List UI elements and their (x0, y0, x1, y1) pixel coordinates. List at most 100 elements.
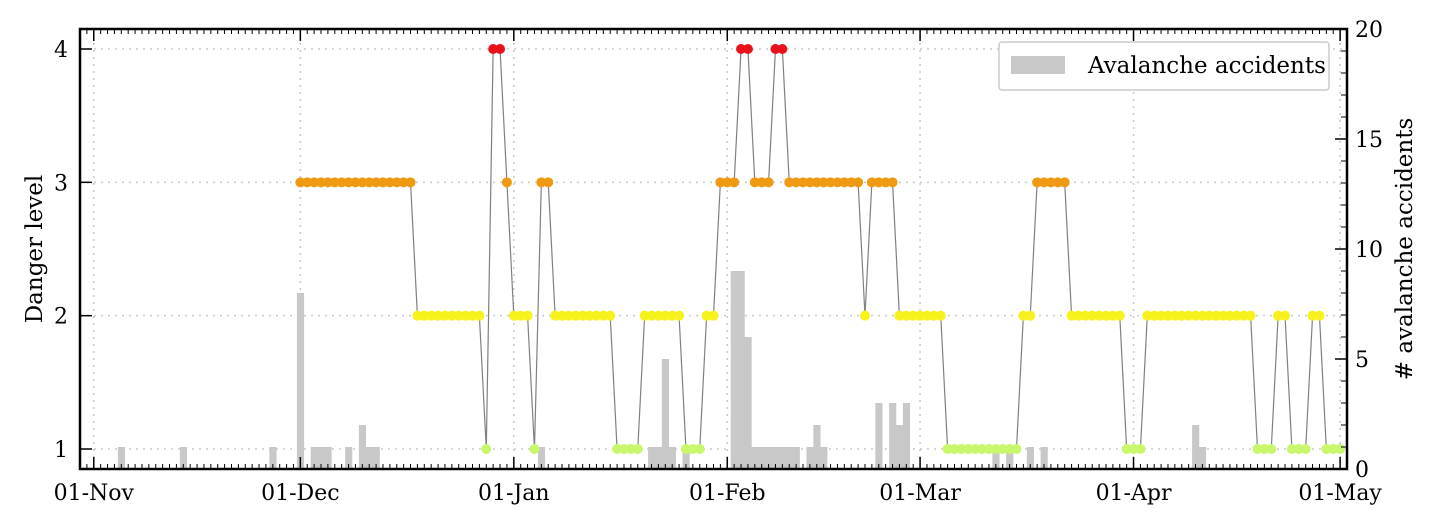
danger-point-34 (529, 444, 540, 454)
accident-bar-3 (296, 293, 305, 469)
danger-point-57 (687, 444, 698, 454)
danger-point-69 (770, 44, 781, 54)
danger-point-30 (501, 177, 512, 188)
y-tick-label-0: 1 (54, 438, 68, 463)
accident-bar-2 (269, 447, 277, 469)
danger-point-111 (1059, 177, 1070, 188)
accident-bar-31 (889, 403, 897, 469)
danger-point-96 (956, 444, 967, 454)
danger-point-115 (1087, 310, 1098, 321)
accident-bar-36 (1026, 447, 1034, 469)
danger-point-90 (915, 310, 926, 321)
danger-point-6 (336, 177, 347, 188)
danger-point-74 (804, 177, 815, 188)
grid-lines (80, 29, 1347, 469)
danger-point-99 (977, 444, 988, 454)
danger-point-100 (983, 444, 994, 454)
danger-point-109 (1045, 177, 1056, 188)
danger-point-78 (832, 177, 843, 188)
y2-tick-label-4: 20 (1355, 18, 1383, 43)
danger-point-130 (1190, 310, 1201, 321)
danger-point-83 (866, 177, 877, 188)
danger-point-52 (653, 310, 664, 321)
danger-point-113 (1073, 310, 1084, 321)
danger-point-8 (350, 177, 361, 188)
danger-point-105 (1018, 310, 1029, 321)
danger-point-93 (935, 310, 946, 321)
danger-point-131 (1197, 310, 1208, 321)
danger-point-24 (460, 310, 471, 321)
accident-bar-9 (365, 447, 373, 469)
danger-point-13 (384, 177, 395, 188)
y2-tick-label-1: 5 (1355, 348, 1369, 373)
danger-point-98 (970, 444, 981, 454)
axes: 01-Nov 01-Dec 01-Jan 01-Feb 01-Mar 01-Apr 01-M… (54, 18, 1383, 506)
accident-bar-34 (992, 447, 1000, 469)
danger-point-3 (316, 177, 327, 188)
danger-point-10 (364, 177, 375, 188)
danger-point-140 (1259, 444, 1270, 454)
accident-bar-28 (813, 425, 821, 469)
danger-point-16 (405, 177, 416, 188)
danger-point-65 (742, 44, 753, 54)
accident-bar-33 (902, 403, 911, 469)
plot-frame (78, 27, 1349, 471)
danger-point-143 (1280, 310, 1291, 321)
danger-point-110 (1052, 177, 1063, 188)
danger-point-82 (859, 310, 870, 321)
x-tick-label-5: 01-Apr (1096, 481, 1172, 506)
accident-bar-24 (778, 447, 787, 469)
accident-bar-30 (875, 403, 883, 469)
danger-point-77 (825, 177, 836, 188)
danger-point-114 (1080, 310, 1091, 321)
danger-point-75 (811, 177, 822, 188)
danger-point-86 (887, 177, 898, 188)
danger-point-51 (646, 310, 657, 321)
danger-point-41 (577, 310, 588, 321)
danger-point-81 (853, 177, 864, 188)
accident-bar-39 (1198, 447, 1207, 469)
accident-bar-27 (806, 447, 814, 469)
danger-point-120 (1121, 444, 1132, 454)
danger-point-112 (1066, 310, 1077, 321)
danger-point-129 (1183, 310, 1194, 321)
danger-points (295, 44, 1346, 454)
danger-point-20 (433, 310, 444, 321)
danger-point-59 (701, 310, 712, 321)
danger-point-102 (997, 444, 1008, 454)
danger-point-42 (584, 310, 595, 321)
danger-point-147 (1307, 310, 1318, 321)
danger-point-55 (674, 310, 685, 321)
danger-point-66 (749, 177, 760, 188)
accident-bar-21 (758, 447, 766, 469)
danger-point-31 (508, 310, 519, 321)
danger-point-36 (543, 177, 554, 188)
danger-point-72 (791, 177, 802, 188)
danger-point-38 (557, 310, 568, 321)
y2-tick-label-0: 0 (1355, 458, 1369, 483)
danger-point-71 (784, 177, 795, 188)
accident-bar-4 (310, 447, 318, 469)
danger-point-144 (1286, 444, 1297, 454)
danger-point-89 (908, 310, 919, 321)
danger-point-33 (522, 310, 533, 321)
danger-point-9 (357, 177, 368, 188)
danger-point-27 (481, 444, 492, 454)
accident-bar-32 (895, 425, 904, 469)
y2-tick-label-2: 10 (1355, 238, 1383, 263)
danger-point-135 (1224, 310, 1235, 321)
x-tick-label-3: 01-Feb (689, 481, 766, 506)
danger-point-64 (736, 44, 747, 54)
danger-point-125 (1156, 310, 1167, 321)
danger-point-7 (343, 177, 354, 188)
danger-point-37 (550, 310, 561, 321)
danger-point-32 (515, 310, 526, 321)
danger-point-91 (921, 310, 932, 321)
y2-axis-title: # avalanche accidents (1392, 118, 1418, 381)
x-tick-label-2: 01-Jan (478, 481, 550, 506)
danger-point-4 (322, 177, 333, 188)
danger-point-123 (1142, 310, 1153, 321)
danger-polyline (300, 48, 1341, 450)
accident-bar-25 (785, 447, 793, 469)
